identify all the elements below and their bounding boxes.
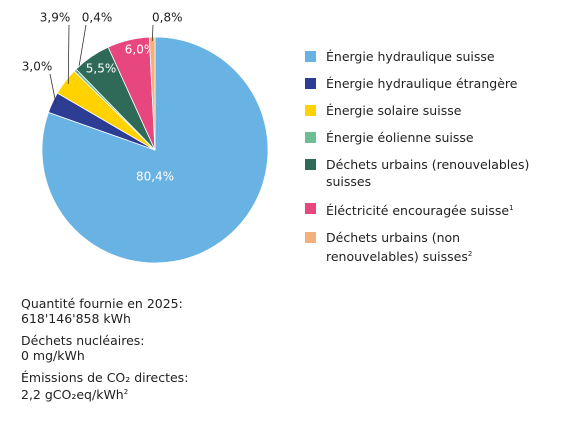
legend-swatch (305, 132, 316, 143)
legend-swatch (305, 105, 316, 116)
footnote-mark: 2 (467, 250, 473, 259)
slice-label: 3,9% (40, 11, 71, 25)
info-item: Quantité fournie en 2025: 618'146'858 kWh (21, 296, 188, 326)
legend-label: Déchets urbains (non renouvelables) suis… (326, 230, 468, 265)
legend-item: Énergie éolienne suisse (305, 129, 555, 146)
info-label: Émissions de CO₂ directes: (21, 370, 189, 385)
info-label: Quantité fournie en 2025: (21, 296, 183, 311)
slice-label: 80,4% (136, 170, 174, 184)
leader-line (77, 24, 87, 73)
info-value-text: 2,2 gCO₂eq/kWh (21, 387, 124, 403)
slice-label: 0,8% (152, 11, 183, 25)
legend-swatch (305, 159, 316, 170)
info-item: Déchets nucléaires: 0 mg/kWh (21, 333, 188, 363)
info-label: Déchets nucléaires: (21, 333, 145, 348)
info: Quantité fournie en 2025: 618'146'858 kWh… (21, 296, 188, 409)
legend-item: Éléctricité encouragée suisse1 (305, 200, 555, 219)
legend-swatch (305, 232, 316, 244)
slice-label: 5,5% (86, 62, 117, 76)
info-value: 618'146'858 kWh (21, 311, 188, 326)
legend-swatch (305, 203, 316, 214)
legend-item: Déchets urbains (non renouvelables) suis… (305, 229, 555, 265)
info-item: Émissions de CO₂ directes: 2,2 gCO₂eq/kWh… (21, 370, 188, 402)
legend-swatch (305, 78, 316, 89)
legend-label: Énergie hydraulique suisse (326, 49, 495, 64)
legend: Énergie hydraulique suisse Énergie hydrau… (305, 48, 555, 275)
legend-swatch (305, 51, 316, 62)
slice-label: 3,0% (22, 60, 53, 74)
info-value-text: 0 mg/kWh (21, 348, 85, 363)
legend-item: Énergie hydraulique étrangère (305, 75, 555, 92)
footnote-mark: 2 (123, 388, 129, 396)
slice-label: 6,0% (125, 43, 156, 57)
info-value: 0 mg/kWh (21, 348, 188, 363)
legend-label: Déchets urbains (renouvelables) suisses (326, 157, 530, 189)
slice-label: 0,4% (82, 11, 113, 25)
leader-line (151, 24, 154, 42)
legend-label: Énergie éolienne suisse (326, 130, 474, 145)
legend-item: Énergie solaire suisse (305, 102, 555, 119)
legend-label: Énergie hydraulique étrangère (326, 76, 518, 91)
info-value: 2,2 gCO₂eq/kWh2 (21, 385, 188, 402)
info-value-text: 618'146'858 kWh (21, 311, 131, 326)
legend-item: Énergie hydraulique suisse (305, 48, 555, 65)
chart: 80,4% 3,0% 3,9% 0,4% 5,5% 6,0% 0,8% (22, 11, 269, 264)
legend-label: Énergie solaire suisse (326, 103, 462, 118)
footnote-mark: 1 (509, 204, 514, 212)
legend-label: Éléctricité encouragée suisse (326, 203, 510, 219)
leader-line (67, 24, 70, 85)
leader-line (49, 73, 57, 105)
legend-item: Déchets urbains (renouvelables) suisses (305, 156, 555, 190)
